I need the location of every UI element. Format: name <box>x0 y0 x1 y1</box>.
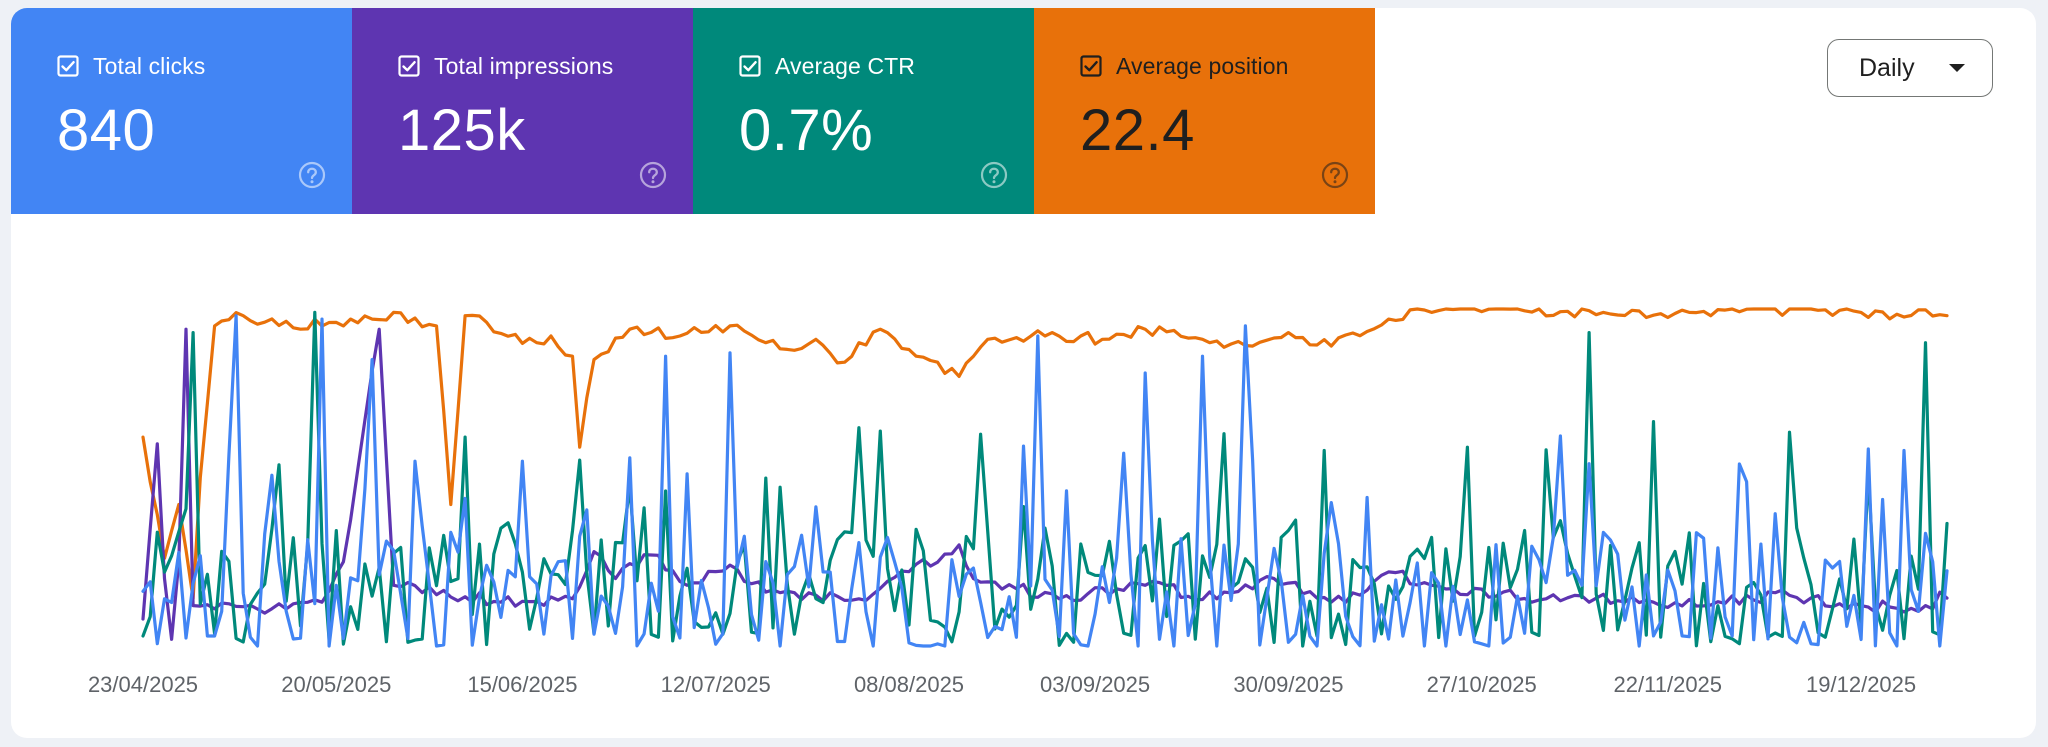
performance-chart: 23/04/2025 20/05/2025 15/06/2025 12/07/2025… <box>88 307 1949 697</box>
help-icon[interactable] <box>1321 161 1349 189</box>
metric-tile-average-ctr[interactable]: Average CTR 0.7% <box>693 8 1034 214</box>
metric-value: 840 <box>57 98 156 163</box>
x-tick-label: 23/04/2025 <box>88 672 198 697</box>
checkbox-checked-icon[interactable] <box>398 55 420 77</box>
metric-label: Average position <box>1116 52 1289 79</box>
metric-label: Total clicks <box>93 52 206 79</box>
x-tick-label: 08/08/2025 <box>854 672 964 697</box>
checkbox-checked-icon[interactable] <box>739 55 761 77</box>
x-tick-label: 20/05/2025 <box>281 672 391 697</box>
metric-label: Average CTR <box>775 52 916 79</box>
x-tick-label: 19/12/2025 <box>1806 672 1916 697</box>
x-tick-label: 15/06/2025 <box>467 672 577 697</box>
period-dropdown-label: Daily <box>1859 53 1915 82</box>
series-line-average-position[interactable] <box>141 307 1949 601</box>
dropdown-arrow-icon <box>1949 64 1965 72</box>
metric-tiles: Total clicks 840 Total impressions 125k … <box>11 8 1375 214</box>
period-dropdown[interactable]: Daily <box>1827 39 1993 97</box>
help-icon[interactable] <box>298 161 326 189</box>
metric-label-row: Total clicks <box>57 50 352 82</box>
metric-tile-average-position[interactable]: Average position 22.4 <box>1034 8 1375 214</box>
metric-value: 0.7% <box>739 98 874 163</box>
performance-panel: Total clicks 840 Total impressions 125k … <box>11 8 2036 738</box>
metric-label-row: Average position <box>1080 50 1375 82</box>
x-tick-label: 12/07/2025 <box>661 672 771 697</box>
metric-tile-total-clicks[interactable]: Total clicks 840 <box>11 8 352 214</box>
x-tick-label: 27/10/2025 <box>1427 672 1537 697</box>
x-tick-label: 03/09/2025 <box>1040 672 1150 697</box>
help-icon[interactable] <box>639 161 667 189</box>
help-icon[interactable] <box>980 161 1008 189</box>
x-tick-label: 30/09/2025 <box>1233 672 1343 697</box>
metric-label-row: Average CTR <box>739 50 1034 82</box>
series-line-total-clicks[interactable] <box>141 314 1949 648</box>
chart-lines <box>141 307 1949 648</box>
metric-value: 22.4 <box>1080 98 1195 163</box>
metric-label: Total impressions <box>434 52 614 79</box>
metric-value: 125k <box>398 98 526 163</box>
checkbox-checked-icon[interactable] <box>1080 55 1102 77</box>
metric-label-row: Total impressions <box>398 50 693 82</box>
metric-tile-total-impressions[interactable]: Total impressions 125k <box>352 8 693 214</box>
checkbox-checked-icon[interactable] <box>57 55 79 77</box>
x-axis-ticks: 23/04/2025 20/05/2025 15/06/2025 12/07/2025… <box>88 672 1916 697</box>
x-tick-label: 22/11/2025 <box>1614 672 1722 697</box>
